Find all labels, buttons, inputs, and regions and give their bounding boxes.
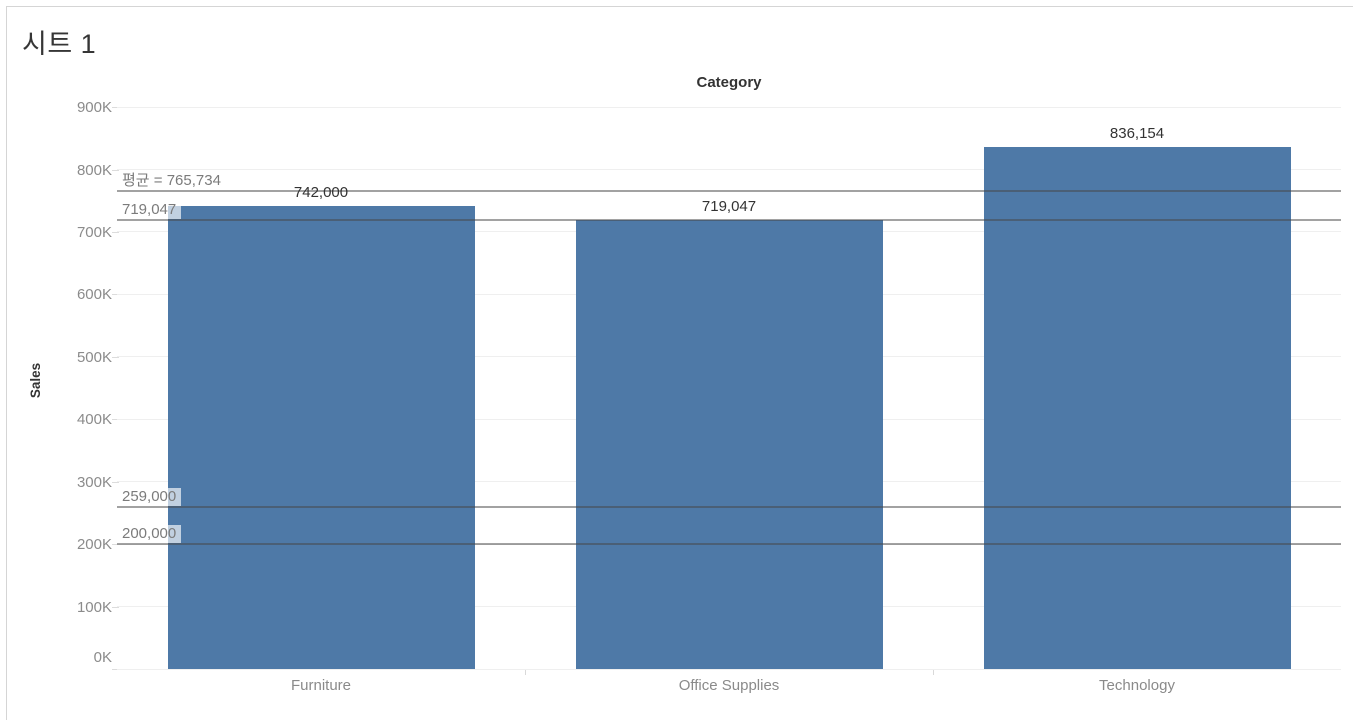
plot-pane: 742,000 719,047 836,154 평균 = 765,734 719,047… bbox=[117, 90, 1341, 670]
y-tick-mark-300K bbox=[112, 481, 119, 483]
gridline-800K bbox=[117, 169, 1341, 171]
y-tick-mark-700K bbox=[112, 231, 119, 233]
y-tick-label-300K: 300K bbox=[76, 473, 112, 491]
bar-value-label: 719,047 bbox=[701, 198, 757, 216]
category-divider-tick bbox=[933, 670, 934, 675]
reference-line bbox=[117, 506, 1341, 509]
y-axis: 0K 100K 200K 300K 400K 500K 600K 700K 800K 900K bbox=[0, 90, 123, 670]
reference-line-label: 719,047 bbox=[120, 201, 182, 220]
bar-value-label: 836,154 bbox=[1109, 124, 1165, 142]
y-tick-mark-0K bbox=[112, 669, 119, 670]
y-tick-label-900K: 900K bbox=[76, 99, 112, 117]
y-tick-mark-200K bbox=[112, 544, 119, 546]
y-tick-label-700K: 700K bbox=[76, 223, 112, 241]
y-tick-mark-800K bbox=[112, 169, 119, 171]
bar-office-supplies[interactable] bbox=[575, 220, 883, 669]
y-tick-label-600K: 600K bbox=[76, 286, 112, 304]
bar-technology[interactable] bbox=[983, 146, 1291, 669]
y-tick-label-500K: 500K bbox=[76, 348, 112, 366]
y-tick-mark-500K bbox=[112, 356, 119, 358]
y-tick-label-0K: 0K bbox=[93, 649, 112, 666]
category-divider-tick bbox=[525, 670, 526, 675]
x-category-label-office-supplies: Office Supplies bbox=[678, 677, 780, 694]
y-tick-label-400K: 400K bbox=[76, 411, 112, 429]
y-tick-mark-100K bbox=[112, 606, 119, 608]
reference-line bbox=[117, 189, 1341, 192]
reference-line bbox=[117, 543, 1341, 546]
reference-line bbox=[117, 219, 1341, 222]
y-tick-mark-400K bbox=[112, 419, 119, 421]
y-tick-label-200K: 200K bbox=[76, 536, 112, 554]
sheet-title: 시트 1 bbox=[22, 29, 97, 59]
bar-furniture[interactable] bbox=[167, 205, 475, 669]
reference-line-label: 평균 = 765,734 bbox=[120, 171, 226, 190]
y-tick-label-100K: 100K bbox=[76, 598, 112, 616]
y-tick-mark-900K bbox=[112, 107, 119, 109]
y-tick-mark-600K bbox=[112, 294, 119, 296]
reference-line-label: 259,000 bbox=[120, 488, 182, 507]
x-axis: Furniture Office Supplies Technology bbox=[117, 677, 1341, 699]
bar-value-label: 742,000 bbox=[293, 183, 349, 201]
x-category-label-technology: Technology bbox=[1099, 677, 1175, 694]
gridline-900K bbox=[117, 106, 1341, 108]
x-category-label-furniture: Furniture bbox=[290, 677, 352, 694]
column-header-category: Category bbox=[696, 74, 762, 91]
gridline-0K bbox=[117, 668, 1341, 670]
reference-line-label: 200,000 bbox=[120, 525, 182, 544]
y-tick-label-800K: 800K bbox=[76, 161, 112, 179]
